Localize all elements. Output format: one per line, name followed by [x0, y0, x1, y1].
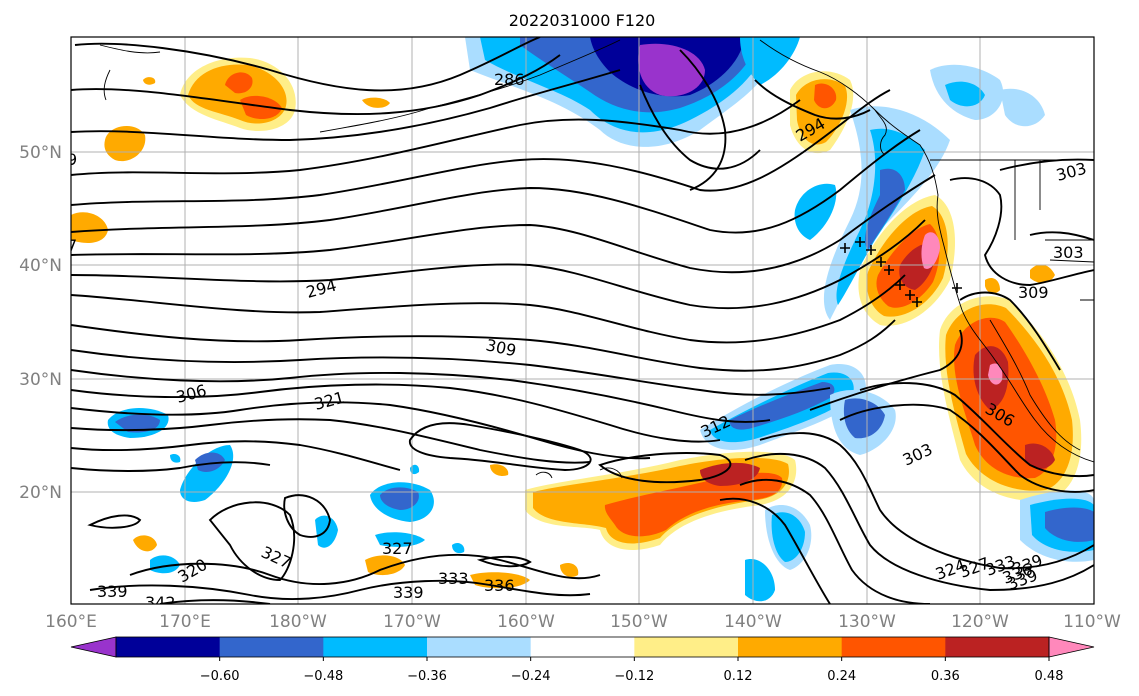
colorbar-tick-label: −0.48: [303, 669, 343, 684]
colorbar-tick-label: 0.12: [724, 669, 753, 684]
plus-markers: [840, 237, 962, 307]
colorbar-tick-label: 0.36: [931, 669, 960, 684]
contour-label: 333: [438, 569, 469, 588]
colorbar-swatch: [634, 637, 739, 657]
contour-label: 339: [393, 583, 424, 602]
map-panel: 286 294 303 303 309 294 309 306 321 312 …: [67, 37, 1094, 612]
lon-label: 160°W: [497, 612, 555, 632]
colorbar-tick-label: 0.48: [1035, 669, 1064, 684]
colorbar-tick-label: −0.24: [511, 669, 551, 684]
isentropes: [71, 37, 1094, 604]
contour-label: 339: [97, 582, 128, 601]
contour-label: 303: [1053, 243, 1084, 262]
map-title: 2022031000 F120: [509, 11, 656, 30]
latitude-labels: 50°N 40°N 30°N 20°N: [19, 143, 62, 503]
lon-label: 130°W: [838, 612, 896, 632]
contour-label: 286: [494, 70, 525, 89]
lat-label: 50°N: [19, 143, 62, 163]
lon-label: 180°W: [269, 612, 327, 632]
contour-labels: 286 294 303 303 309 294 309 306 321 312 …: [67, 70, 1089, 612]
lon-label: 120°W: [951, 612, 1009, 632]
lat-label: 40°N: [19, 256, 62, 276]
lat-label: 30°N: [19, 370, 62, 390]
lat-label: 20°N: [19, 483, 62, 503]
map-border: [70, 36, 1095, 605]
colorbar-outline: [115, 636, 1050, 658]
lon-label: 170°W: [383, 612, 441, 632]
contour-label: 327: [382, 539, 413, 558]
colorbar-swatch: [738, 637, 843, 657]
lon-label: 170°E: [159, 612, 211, 632]
colorbar-swatch: [427, 637, 532, 657]
lon-label: 160°E: [45, 612, 97, 632]
graticule: [71, 37, 1094, 604]
colorbar-swatch: [530, 637, 635, 657]
colorbar-extend-low: [70, 636, 117, 658]
colorbar-tick-label: −0.60: [200, 669, 240, 684]
colorbar-swatch: [116, 637, 221, 657]
contour-label: 7: [67, 236, 77, 255]
lon-label: 110°W: [1063, 612, 1121, 632]
lon-label: 140°W: [724, 612, 782, 632]
contour-label: 9: [67, 150, 77, 169]
longitude-labels: 160°E 170°E 180°W 170°W 160°W 150°W 140°…: [45, 612, 1121, 632]
colorbar-swatch: [841, 637, 946, 657]
colorbar-swatch: [219, 637, 324, 657]
colorbar: [70, 636, 1095, 658]
contour-label: 336: [484, 576, 515, 595]
colorbar-extend-high: [1048, 636, 1095, 658]
lon-label: 150°W: [610, 612, 668, 632]
colorbar-tick-label: −0.36: [407, 669, 447, 684]
colorbar-swatch: [323, 637, 428, 657]
colorbar-ticks: −0.60 −0.48 −0.36 −0.24 −0.12 0.12 0.24 0.36 0.4…: [200, 657, 1139, 684]
colorbar-tick-label: 0.24: [827, 669, 856, 684]
colorbar-tick-label: −0.12: [614, 669, 654, 684]
contour-label: 309: [1018, 283, 1049, 302]
contour-label: 342: [145, 593, 176, 612]
coastlines: [99, 39, 1094, 479]
colorbar-swatch: [945, 637, 1050, 657]
